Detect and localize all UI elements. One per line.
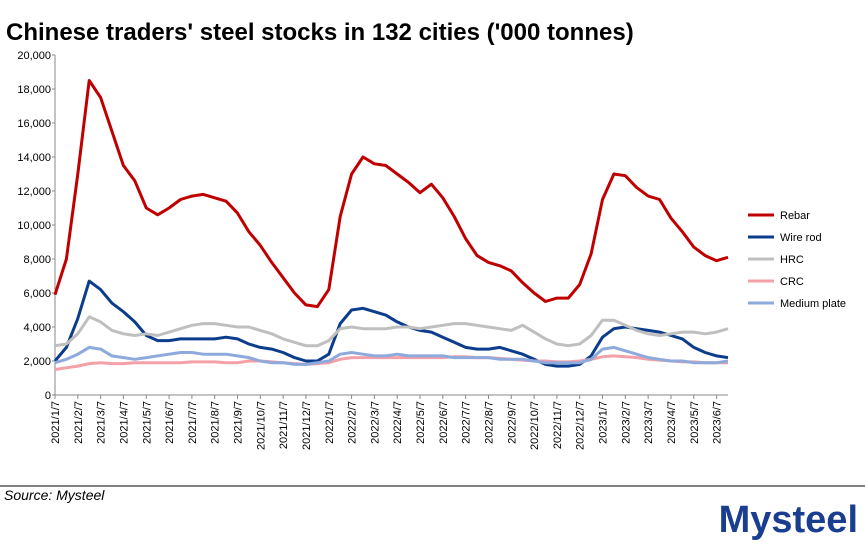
x-tick-label: 2022/6/7: [438, 401, 450, 444]
legend-label: Medium plate: [780, 298, 846, 310]
source: Source: Mysteel: [4, 487, 105, 503]
y-tick-label: 8,000: [23, 254, 51, 266]
chart-title: Chinese traders' steel stocks in 132 cit…: [6, 19, 634, 46]
x-tick-label: 2023/5/7: [689, 401, 701, 444]
x-tick-label: 2023/1/7: [598, 401, 610, 444]
series-line: [54, 345, 729, 366]
logo: Mysteel: [719, 499, 858, 541]
x-tick-label: 2021/8/7: [210, 401, 222, 444]
y-tick-label: 14,000: [17, 152, 51, 164]
x-tick-label: 2022/8/7: [483, 401, 495, 444]
y-tick-label: 2,000: [23, 356, 51, 368]
x-tick-label: 2021/10/7: [255, 401, 267, 450]
series-line: [53, 279, 729, 368]
y-tick-label: 16,000: [17, 118, 51, 130]
x-tick-label: 2023/2/7: [620, 401, 632, 444]
y-tick-label: 20,000: [17, 50, 51, 62]
x-tick-label: 2021/1/7: [50, 401, 62, 444]
legend-label: Rebar: [780, 210, 810, 222]
x-tick-label: 2022/9/7: [506, 401, 518, 444]
y-tick-label: 12,000: [17, 186, 51, 198]
x-tick-label: 2022/7/7: [461, 401, 473, 444]
x-tick-label: 2021/7/7: [187, 401, 199, 444]
x-tick-label: 2022/2/7: [347, 401, 359, 444]
x-tick-label: 2023/3/7: [643, 401, 655, 444]
y-tick-label: 0: [45, 390, 51, 402]
legend-label: Wire rod: [780, 232, 822, 244]
x-tick-label: 2021/3/7: [96, 401, 108, 444]
x-tick-label: 2022/1/7: [324, 401, 336, 444]
x-tick-label: 2021/4/7: [118, 401, 130, 444]
y-tick-label: 4,000: [23, 322, 51, 334]
x-tick-label: 2022/3/7: [369, 401, 381, 444]
x-tick-label: 2021/2/7: [73, 401, 85, 444]
x-tick-label: 2022/12/7: [575, 401, 587, 450]
y-tick-label: 10,000: [17, 220, 51, 232]
x-tick-label: 2023/6/7: [712, 401, 724, 444]
x-tick-label: 2022/11/7: [552, 401, 564, 449]
x-tick-label: 2021/5/7: [141, 401, 153, 444]
x-tick-label: 2023/4/7: [666, 401, 678, 444]
series-line: [54, 354, 728, 371]
series-line: [53, 79, 729, 309]
x-tick-label: 2022/10/7: [529, 401, 541, 450]
legend-label: CRC: [780, 276, 804, 288]
x-tick-label: 2022/4/7: [392, 401, 404, 444]
y-tick-label: 6,000: [23, 288, 51, 300]
x-tick-label: 2021/11/7: [278, 401, 290, 449]
x-tick-label: 2022/5/7: [415, 401, 427, 444]
x-tick-label: 2021/9/7: [233, 401, 245, 444]
y-tick-label: 18,000: [17, 84, 51, 96]
series-line: [54, 315, 729, 348]
x-tick-label: 2021/6/7: [164, 401, 176, 444]
x-tick-label: 2021/12/7: [301, 401, 313, 450]
legend-label: HRC: [780, 254, 804, 266]
